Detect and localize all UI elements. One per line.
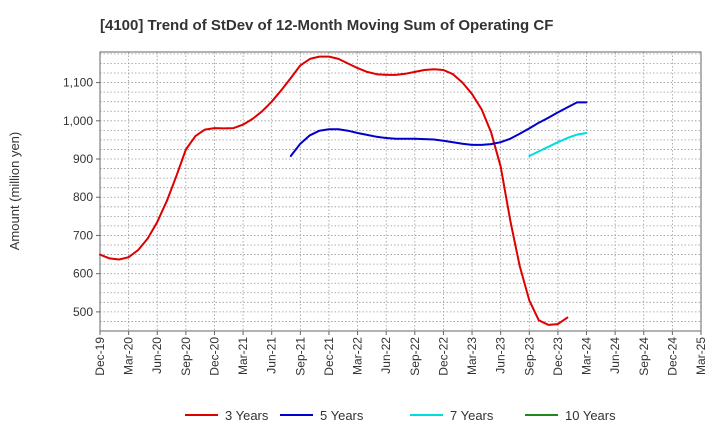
x-tick-label: Jun-22 xyxy=(379,337,393,374)
x-tick-label: Mar-21 xyxy=(236,337,250,375)
chart-title: [4100] Trend of StDev of 12-Month Moving… xyxy=(100,17,553,34)
series-line-3-years xyxy=(99,55,569,326)
x-tick-label: Sep-21 xyxy=(293,337,307,376)
x-tick-label: Dec-19 xyxy=(93,337,107,376)
legend-label: 3 Years xyxy=(225,408,269,423)
x-tick-label: Dec-21 xyxy=(322,337,336,376)
x-tick-label: Dec-23 xyxy=(551,337,565,376)
x-tick-label: Dec-24 xyxy=(665,337,679,376)
y-tick-label: 900 xyxy=(73,152,93,166)
plot-border xyxy=(99,51,702,332)
y-tick-label: 1,000 xyxy=(63,114,93,128)
legend: 3 Years 5 Years 7 Years 10 Years xyxy=(185,408,616,423)
y-axis-label: Amount (million yen) xyxy=(7,132,22,251)
x-tick-label: Dec-20 xyxy=(207,337,221,376)
y-tick-label: 700 xyxy=(73,228,93,242)
y-tick-label: 600 xyxy=(73,267,93,281)
x-axis-ticks: Dec-19 Mar-20 Jun-20 Sep-20 Dec-20 Mar-21 Jun-… xyxy=(93,331,708,376)
x-tick-label: Jun-21 xyxy=(265,337,279,374)
legend-label: 7 Years xyxy=(450,408,494,423)
x-tick-label: Sep-24 xyxy=(637,337,651,376)
legend-label: 5 Years xyxy=(320,408,364,423)
y-axis-ticks: 500 600 700 800 900 1,000 1,100 xyxy=(63,76,100,319)
y-tick-label: 800 xyxy=(73,190,93,204)
legend-label: 10 Years xyxy=(565,408,616,423)
x-tick-label: Jun-23 xyxy=(494,337,508,374)
y-tick-label: 500 xyxy=(73,305,93,319)
series-line-5-years xyxy=(289,101,588,157)
x-tick-label: Jun-24 xyxy=(608,337,622,374)
y-tick-label: 1,100 xyxy=(63,76,93,90)
x-tick-label: Sep-20 xyxy=(179,337,193,376)
x-tick-label: Mar-23 xyxy=(465,337,479,375)
x-tick-label: Jun-20 xyxy=(150,337,164,374)
series-line-7-years xyxy=(528,132,588,157)
x-tick-label: Mar-20 xyxy=(122,337,136,375)
x-tick-label: Sep-22 xyxy=(408,337,422,376)
grid-layer xyxy=(99,52,702,332)
x-tick-label: Mar-22 xyxy=(351,337,365,375)
series-layer xyxy=(99,55,588,326)
x-tick-label: Dec-22 xyxy=(436,337,450,376)
x-tick-label: Mar-25 xyxy=(694,337,708,375)
x-tick-label: Mar-24 xyxy=(580,337,594,375)
plot-frame xyxy=(99,51,702,332)
x-tick-label: Sep-23 xyxy=(522,337,536,376)
